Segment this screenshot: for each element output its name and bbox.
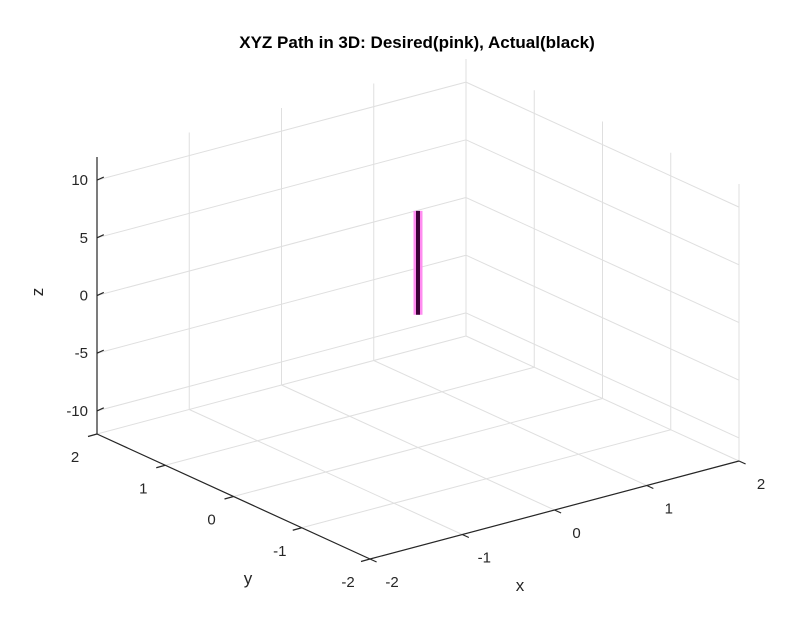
side-wall-grid-horizontal (465, 139, 740, 266)
y-tick (292, 527, 302, 531)
x-tick-label: -1 (478, 550, 491, 567)
side-wall-grid-horizontal (465, 197, 740, 323)
x-tick (554, 509, 562, 514)
y-tick-label: -1 (273, 543, 286, 560)
z-axis-label: z (28, 288, 47, 297)
side-wall-grid-horizontal (465, 254, 740, 381)
floor-grid-line-y (233, 398, 603, 497)
z-tick (96, 407, 105, 412)
x-tick (738, 460, 746, 465)
back-wall-grid-horizontal (96, 197, 467, 297)
z-tick-label: -5 (75, 345, 88, 362)
floor-grid-line-y (301, 429, 671, 529)
z-tick (96, 176, 105, 181)
z-tick (96, 291, 105, 297)
z-tick-label: 5 (80, 230, 88, 247)
z-tick-label: 10 (71, 172, 88, 189)
y-tick-label: 2 (71, 449, 79, 466)
z-tick (96, 349, 105, 354)
x-tick-label: 2 (757, 476, 765, 493)
x-axis-label: x (516, 576, 525, 595)
y-tick (87, 433, 98, 438)
y-tick (156, 464, 166, 469)
x-tick-label: 1 (665, 501, 673, 518)
x-tick (369, 558, 377, 563)
x-tick (646, 484, 654, 490)
z-tick (96, 234, 105, 239)
axes (87, 157, 746, 563)
x-tick-label: 0 (572, 525, 580, 542)
x-tick (462, 533, 470, 539)
side-wall-grid-horizontal (465, 81, 740, 208)
y-tick (360, 558, 371, 563)
y-tick-label: -2 (341, 574, 354, 591)
side-wall-grid-horizontal (465, 312, 740, 439)
floor-grid-line-y (165, 366, 535, 466)
back-wall-grid-horizontal (96, 81, 467, 181)
z-tick-label: -10 (66, 403, 88, 420)
chart-title: XYZ Path in 3D: Desired(pink), Actual(bl… (239, 33, 595, 52)
y-tick-label: 0 (207, 512, 215, 529)
back-wall-grid-horizontal (96, 312, 467, 412)
y-tick (224, 495, 234, 500)
back-wall-grid-horizontal (96, 139, 467, 239)
y-axis-label: y (244, 569, 253, 588)
z-tick-label: 0 (80, 288, 88, 305)
back-wall-grid-horizontal (96, 254, 467, 354)
y-tick-label: 1 (139, 480, 147, 497)
x-tick-label: -2 (385, 574, 398, 591)
